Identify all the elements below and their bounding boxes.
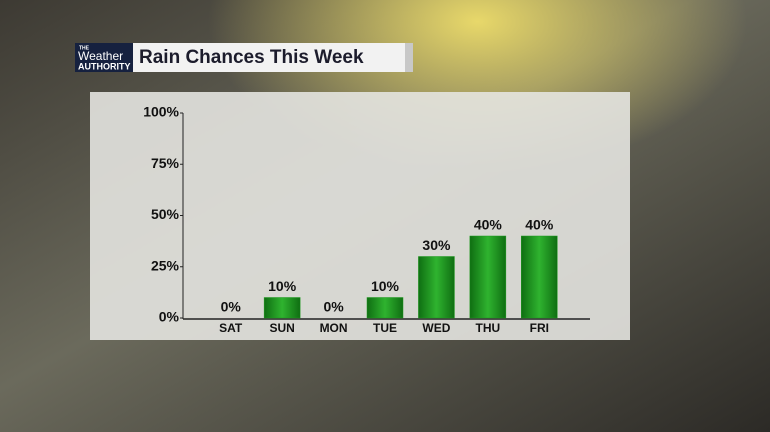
- x-tick-label: WED: [422, 321, 450, 335]
- bar: [263, 297, 301, 319]
- value-label: 0%: [323, 299, 344, 315]
- logo-name: Weather: [78, 49, 123, 63]
- x-tick-label: THU: [476, 321, 501, 335]
- logo-box: [75, 43, 133, 72]
- value-label: 0%: [221, 299, 242, 315]
- value-label: 40%: [525, 217, 554, 233]
- bar: [418, 256, 455, 319]
- y-tick-label: 50%: [151, 206, 180, 222]
- x-tick-label: SAT: [219, 321, 243, 335]
- chart-title: Rain Chances This Week: [139, 47, 364, 68]
- x-tick-label: MON: [320, 321, 348, 335]
- bar: [469, 235, 507, 319]
- y-tick-label: 100%: [143, 104, 179, 120]
- x-tick-label: FRI: [530, 321, 549, 335]
- y-tick-label: 0%: [159, 309, 180, 325]
- bar: [521, 235, 558, 319]
- value-label: 10%: [268, 278, 297, 294]
- y-tick-label: 25%: [151, 257, 180, 273]
- y-tick-label: 75%: [151, 155, 180, 171]
- value-label: 10%: [371, 278, 400, 294]
- x-tick-label: TUE: [373, 321, 397, 335]
- bar: [366, 297, 404, 319]
- title-bar-edge: [405, 43, 413, 72]
- value-label: 30%: [422, 237, 451, 253]
- title-bar: [133, 43, 405, 72]
- logo-tagline: AUTHORITY: [78, 61, 131, 71]
- x-tick-label: SUN: [269, 321, 294, 335]
- logo-small: THE: [79, 45, 90, 51]
- value-label: 40%: [474, 217, 503, 233]
